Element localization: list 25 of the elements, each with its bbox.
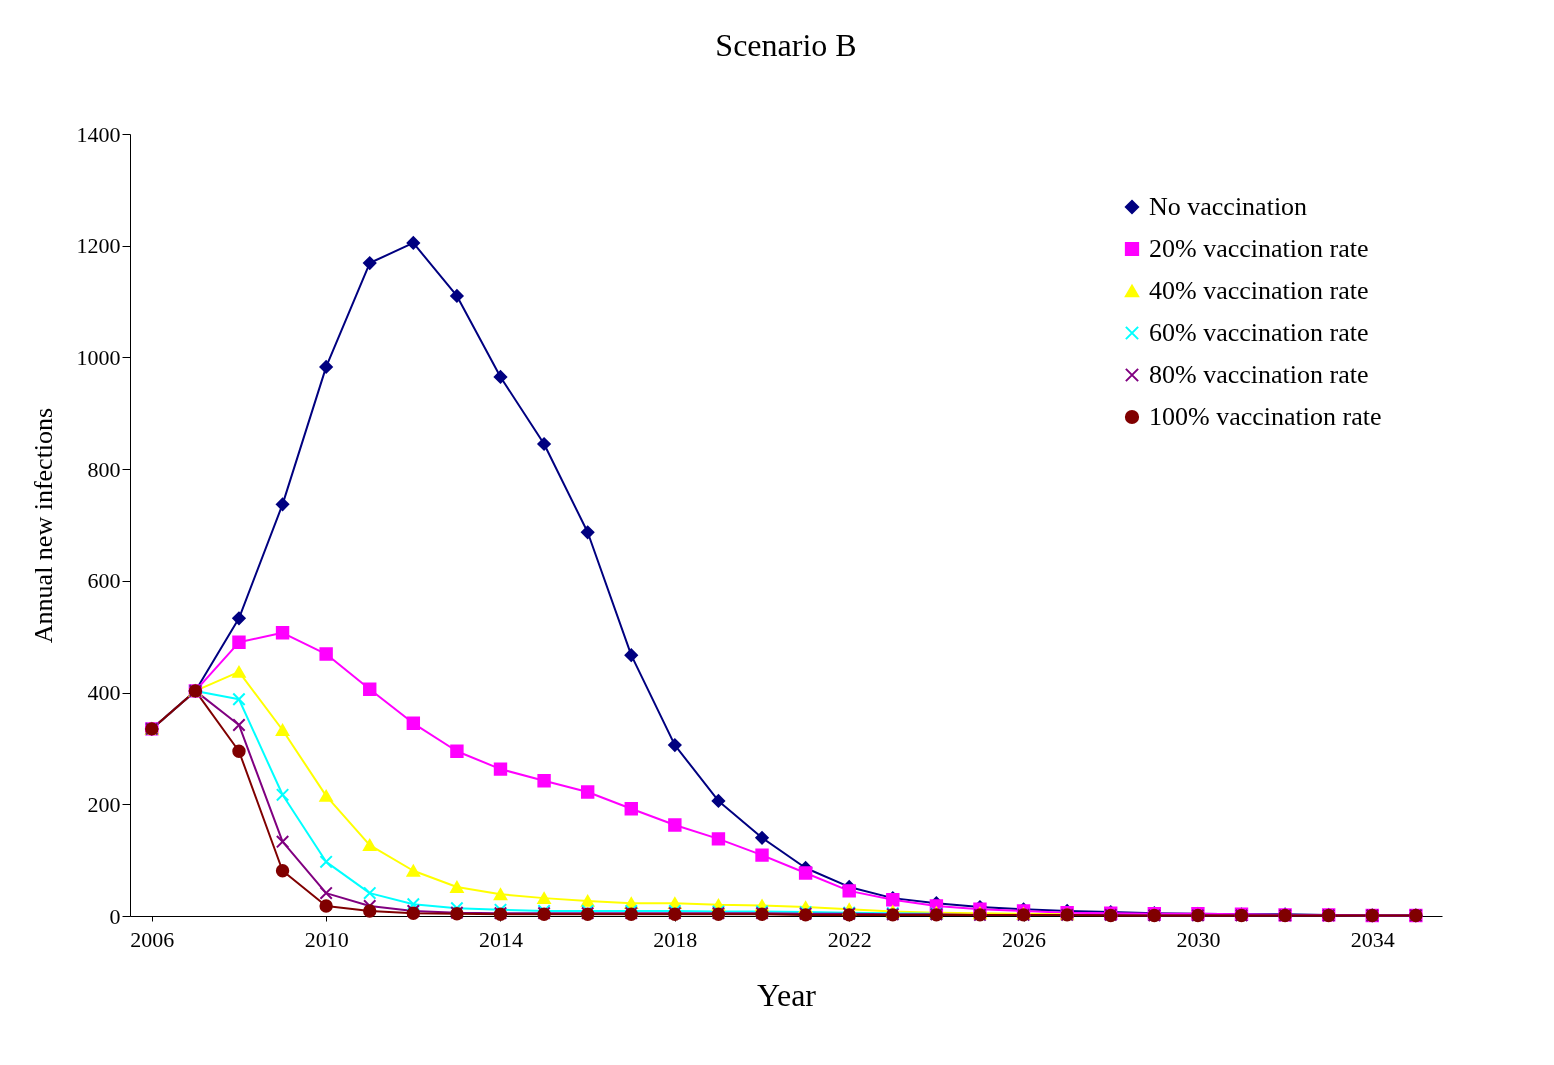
x-tick-label: 2022 (827, 926, 872, 952)
x-tick-label: 2010 (304, 926, 349, 952)
legend-label: 40% vaccination rate (1149, 276, 1369, 305)
x-tick-label: 2018 (653, 926, 698, 952)
y-tick-label: 600 (87, 568, 121, 594)
x-tick-label: 2006 (130, 926, 175, 952)
y-tick-label: 400 (87, 680, 121, 706)
x-tick-label: 2030 (1176, 926, 1221, 952)
y-tick-label: 1200 (76, 233, 121, 259)
legend-label: 60% vaccination rate (1149, 318, 1369, 347)
x-axis-title: Year (757, 976, 817, 1013)
legend-label: No vaccination (1149, 192, 1308, 221)
y-tick-label: 800 (87, 456, 121, 482)
legend-label: 20% vaccination rate (1149, 234, 1369, 263)
x-tick-label: 2014 (479, 926, 523, 952)
y-tick-label: 200 (87, 791, 121, 817)
y-tick-label: 0 (109, 903, 121, 929)
legend-label: 80% vaccination rate (1149, 360, 1369, 389)
legend-label: 100% vaccination rate (1149, 402, 1382, 431)
y-tick-label: 1000 (76, 344, 121, 370)
y-tick-label: 1400 (76, 121, 121, 147)
x-tick-label: 2034 (1350, 926, 1395, 952)
y-axis-title: Annual new infections (28, 407, 58, 644)
chart-title: Scenario B (715, 27, 857, 63)
x-tick-label: 2026 (1002, 926, 1047, 952)
